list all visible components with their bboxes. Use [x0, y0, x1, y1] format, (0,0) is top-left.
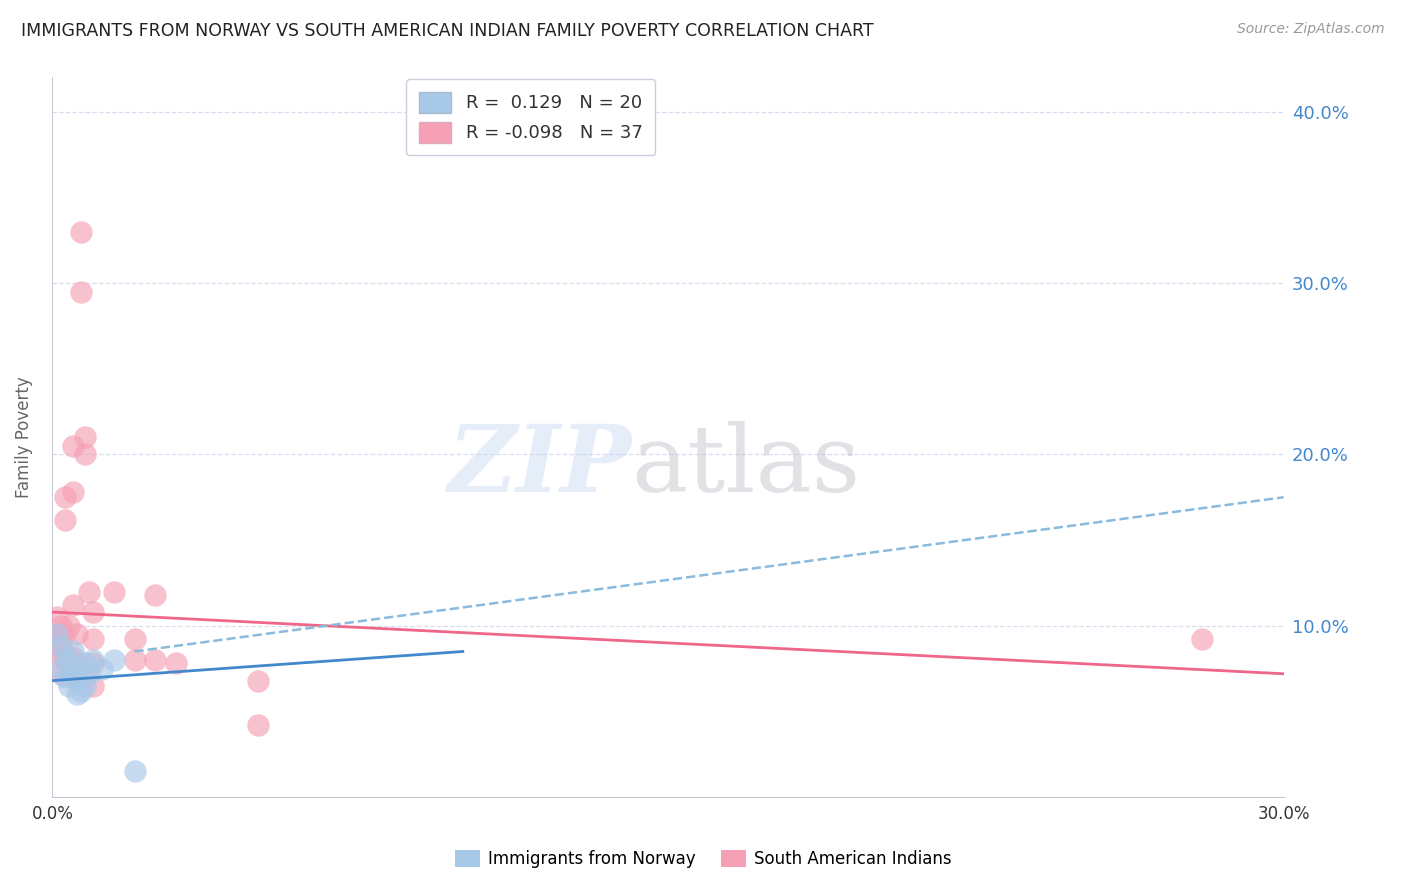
Point	[90, 662, 112, 676]
Text: IMMIGRANTS FROM NORWAY VS SOUTH AMERICAN INDIAN FAMILY POVERTY CORRELATION CHART: IMMIGRANTS FROM NORWAY VS SOUTH AMERICAN…	[21, 22, 873, 40]
Point	[82, 653, 104, 667]
Point	[62, 599, 84, 613]
Point	[124, 653, 146, 667]
Point	[62, 644, 84, 658]
Point	[165, 657, 187, 671]
Point	[66, 673, 89, 688]
Point	[53, 653, 76, 667]
Point	[103, 584, 125, 599]
Legend: R =  0.129   N = 20, R = -0.098   N = 37: R = 0.129 N = 20, R = -0.098 N = 37	[406, 79, 655, 155]
Point	[70, 285, 93, 299]
Point	[82, 679, 104, 693]
Point	[143, 588, 166, 602]
Point	[82, 657, 104, 671]
Point	[62, 666, 84, 681]
Point	[58, 679, 80, 693]
Point	[75, 657, 97, 671]
Point	[45, 610, 67, 624]
Point	[53, 670, 76, 684]
Point	[70, 662, 93, 676]
Point	[58, 666, 80, 681]
Point	[75, 679, 97, 693]
Point	[75, 447, 97, 461]
Point	[82, 632, 104, 647]
Point	[70, 225, 93, 239]
Text: atlas: atlas	[631, 421, 860, 511]
Point	[49, 666, 72, 681]
Point	[79, 584, 101, 599]
Text: ZIP: ZIP	[447, 421, 631, 511]
Point	[49, 636, 72, 650]
Point	[53, 490, 76, 504]
Point	[53, 649, 76, 664]
Point	[49, 662, 72, 676]
Point	[66, 627, 89, 641]
Point	[58, 649, 80, 664]
Point	[49, 619, 72, 633]
Point	[70, 684, 93, 698]
Point	[66, 687, 89, 701]
Point	[62, 649, 84, 664]
Text: Source: ZipAtlas.com: Source: ZipAtlas.com	[1237, 22, 1385, 37]
Point	[58, 657, 80, 671]
Point	[45, 627, 67, 641]
Point	[124, 764, 146, 779]
Point	[75, 430, 97, 444]
Point	[58, 619, 80, 633]
Point	[49, 640, 72, 654]
Point	[62, 485, 84, 500]
Point	[53, 627, 76, 641]
Point	[45, 627, 67, 641]
Point	[1191, 632, 1213, 647]
Point	[62, 439, 84, 453]
Point	[143, 653, 166, 667]
Point	[124, 632, 146, 647]
Point	[82, 605, 104, 619]
Point	[246, 673, 269, 688]
Point	[45, 640, 67, 654]
Y-axis label: Family Poverty: Family Poverty	[15, 376, 32, 498]
Legend: Immigrants from Norway, South American Indians: Immigrants from Norway, South American I…	[449, 843, 957, 875]
Point	[53, 512, 76, 526]
Point	[246, 718, 269, 732]
Point	[103, 653, 125, 667]
Point	[79, 666, 101, 681]
Point	[49, 649, 72, 664]
